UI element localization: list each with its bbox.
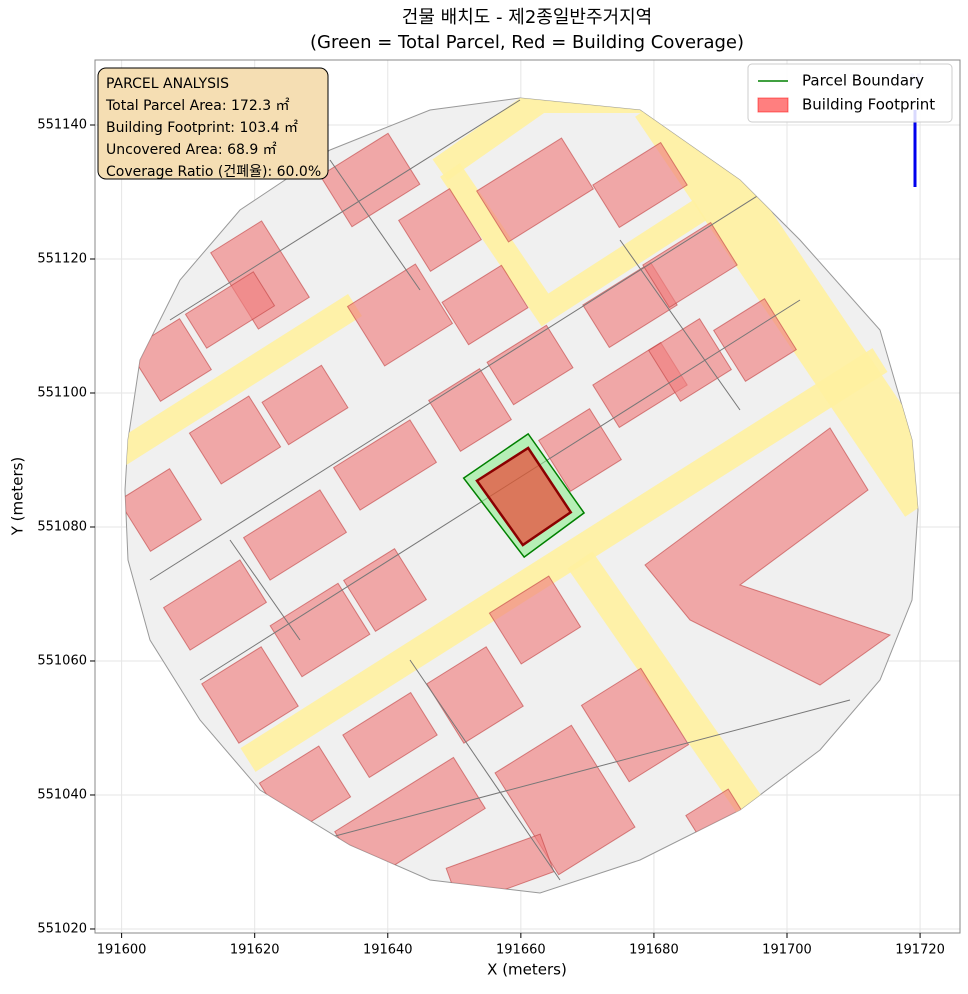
x-tick-label: 191720 — [895, 943, 945, 958]
road — [440, 163, 707, 327]
buildings — [125, 132, 892, 893]
x-tick-label: 191600 — [97, 943, 147, 958]
x-tick-label: 191660 — [496, 943, 546, 958]
parcel-line — [229, 539, 301, 641]
building — [125, 467, 203, 553]
building — [346, 263, 454, 367]
road — [567, 551, 773, 829]
parcel-line — [619, 239, 741, 411]
building — [712, 297, 798, 383]
y-tick-label: 551020 — [37, 921, 87, 936]
building — [537, 407, 623, 493]
building — [486, 324, 574, 406]
site-features — [125, 98, 918, 893]
road — [240, 348, 888, 772]
building — [184, 271, 276, 349]
building — [642, 221, 738, 309]
x-axis-label: X (meters) — [487, 961, 567, 979]
building-footprint — [475, 446, 573, 547]
y-tick-label: 551040 — [37, 787, 87, 802]
annotation-box — [97, 67, 329, 180]
x-tick-label: 191680 — [629, 943, 679, 958]
site-map — [124, 97, 919, 894]
building — [242, 489, 348, 581]
legend-label: Parcel Boundary — [802, 72, 924, 90]
building — [494, 724, 636, 876]
annotation: PARCEL ANALYSIS Total Parcel Area: 172.3… — [97, 67, 329, 180]
data — [462, 432, 586, 559]
road — [635, 98, 918, 517]
building — [476, 137, 594, 243]
building — [319, 132, 421, 228]
y-tick-label: 551120 — [37, 251, 87, 266]
building — [397, 187, 483, 273]
x-tick-label: 191620 — [230, 943, 280, 958]
annotation-line: Building Footprint: 103.4 ㎡ — [106, 120, 298, 136]
building — [269, 582, 371, 678]
building — [441, 264, 529, 346]
annotation-line: Uncovered Area: 68.9 ㎡ — [106, 142, 277, 158]
chart-subtitle: (Green = Total Parcel, Red = Building Co… — [310, 32, 744, 53]
building — [342, 547, 428, 633]
building — [644, 427, 892, 686]
building — [647, 317, 733, 403]
y-tick-label: 551080 — [37, 519, 87, 534]
plot-frame — [94, 59, 961, 934]
building — [162, 559, 268, 651]
building — [201, 646, 299, 744]
parcel-line — [169, 99, 521, 321]
x-tick-label: 191700 — [762, 943, 812, 958]
legend: Parcel Boundary Building Footprint — [747, 63, 953, 123]
parcel-line — [149, 149, 831, 581]
y-tick-label: 551140 — [37, 117, 87, 132]
annotation-line: Coverage Ratio (건폐율): 60.0% — [106, 164, 321, 180]
building — [332, 419, 438, 511]
building — [261, 364, 349, 446]
building — [342, 691, 438, 779]
annotation-line: Total Parcel Area: 172.3 ㎡ — [105, 98, 290, 114]
building — [592, 141, 688, 229]
y-tick-label: 551060 — [37, 653, 87, 668]
legend-label: Building Footprint — [802, 96, 935, 114]
building — [427, 367, 513, 453]
legend-key — [757, 97, 789, 113]
chart-title: 건물 배치도 - 제2종일반주거지역 — [402, 7, 652, 28]
building — [580, 667, 690, 783]
x-tick-label: 191640 — [363, 943, 413, 958]
annotation-title: PARCEL ANALYSIS — [106, 76, 229, 92]
legend-box — [747, 63, 953, 123]
y-axis-label: Y (meters) — [9, 457, 27, 537]
parcel-line — [329, 159, 421, 291]
building — [488, 575, 582, 665]
y-tick-label: 551100 — [37, 385, 87, 400]
parcel-line — [409, 659, 561, 881]
parcel-line — [319, 699, 851, 841]
building — [188, 395, 282, 485]
road — [125, 294, 362, 471]
